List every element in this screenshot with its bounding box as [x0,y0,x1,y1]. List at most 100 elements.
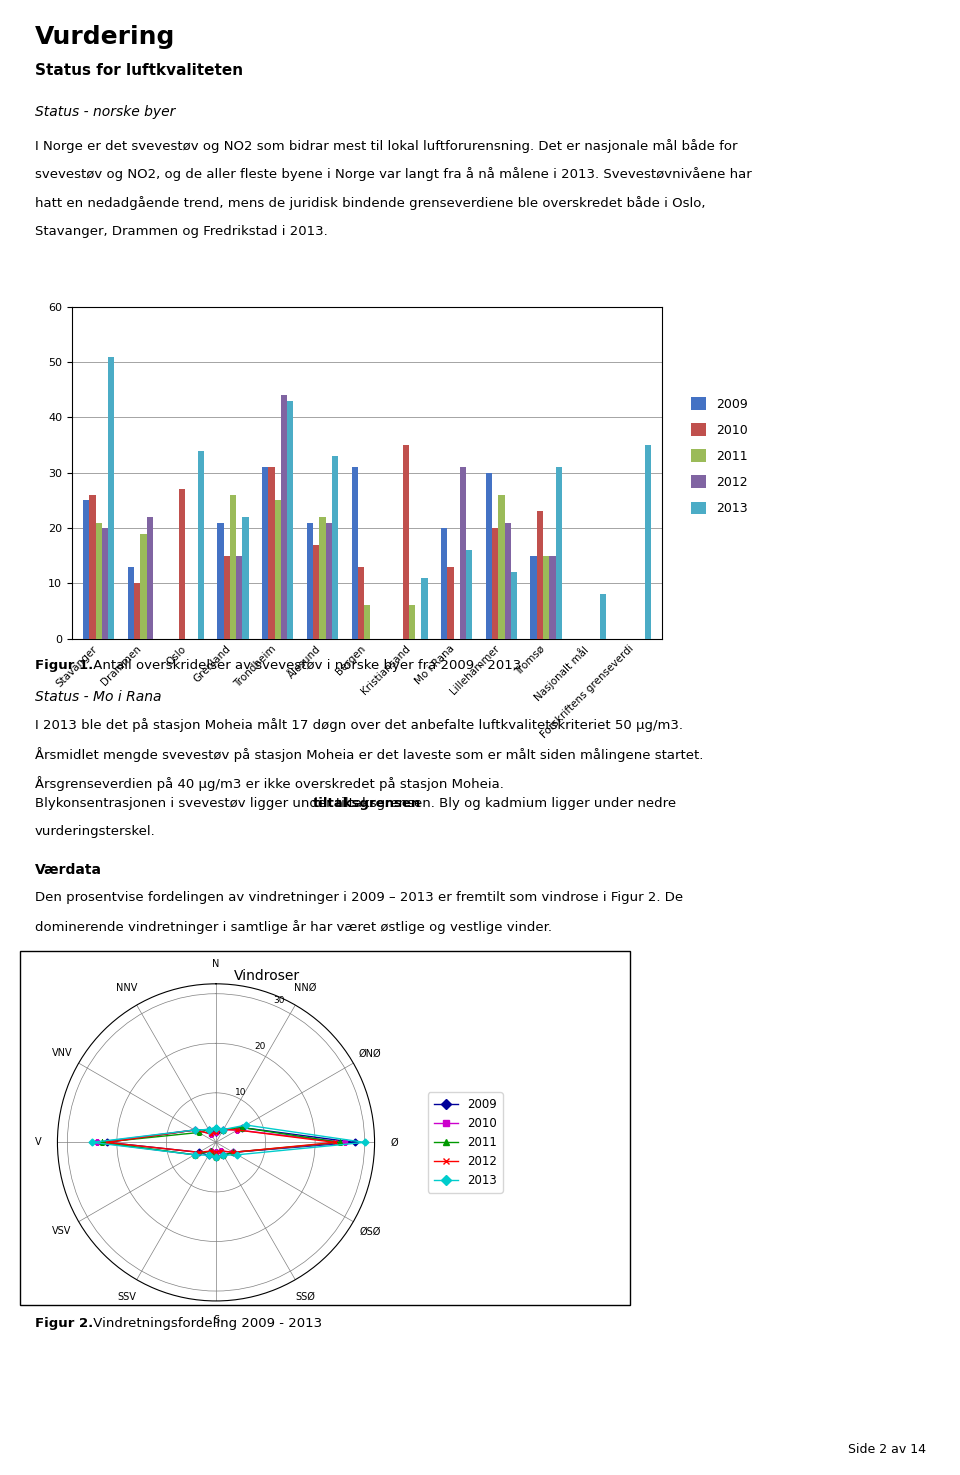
2013 [189,1121,201,1139]
Bar [556,468,562,639]
2012 [205,1142,217,1159]
2013 [189,1146,201,1164]
2012 [210,1124,222,1142]
Bar [549,556,556,639]
2011 [334,1133,346,1150]
Bar [364,605,371,639]
2009 [193,1143,204,1161]
2011 [193,1124,204,1142]
Text: dominerende vindretninger i samtlige år har været østlige og vestlige vinder.: dominerende vindretninger i samtlige år … [35,920,552,934]
Text: vurderingsterskel.: vurderingsterskel. [35,826,156,838]
2010 [218,1121,229,1139]
Text: Antall overskridelser av svevestøv i norske byer fra 2009 - 2013: Antall overskridelser av svevestøv i nor… [89,659,521,673]
2009 [210,1124,222,1142]
Bar [198,451,204,639]
2011 [218,1121,229,1139]
Legend: 2009, 2010, 2011, 2012, 2013: 2009, 2010, 2011, 2012, 2013 [686,392,753,521]
2010 [339,1133,350,1150]
Bar [262,468,269,639]
Bar [179,490,185,639]
Text: Status for luftkvaliteten: Status for luftkvaliteten [35,63,243,78]
Bar [320,518,325,639]
2013 [86,1133,98,1150]
Bar [102,528,108,639]
2010 [210,1143,222,1161]
Bar [537,512,543,639]
Text: tiltaksgrensen: tiltaksgrensen [313,796,421,810]
Text: Den prosentvise fordelingen av vindretninger i 2009 – 2013 er fremtilt som vindr: Den prosentvise fordelingen av vindretni… [35,891,683,904]
2009 [228,1143,239,1161]
Bar [421,578,427,639]
2011 [189,1146,201,1164]
2009 [349,1133,361,1150]
Bar [486,473,492,639]
Bar [358,566,364,639]
2010 [205,1142,217,1159]
2010 [205,1125,217,1143]
2012 [205,1125,217,1143]
Text: Værdata: Værdata [35,863,102,876]
Bar [645,445,651,639]
Text: I 2013 ble det på stasjon Moheia målt 17 døgn over det anbefalte luftkvalitetskr: I 2013 ble det på stasjon Moheia målt 17… [35,718,683,732]
2009 [210,1149,222,1167]
Bar [492,528,498,639]
2012 [218,1121,229,1139]
Bar [511,572,517,639]
2010 [210,1124,222,1142]
Bar [224,556,229,639]
Bar [108,357,114,639]
2013 [240,1117,252,1134]
Text: Figur 2.: Figur 2. [35,1317,93,1330]
Bar [460,468,466,639]
2009 [210,1124,222,1142]
2010 [215,1142,227,1159]
Text: Vurdering: Vurdering [35,25,175,49]
2009 [101,1133,112,1150]
2011 [210,1118,222,1136]
2010 [91,1133,103,1150]
Line: 2013: 2013 [89,1122,367,1159]
Bar [134,583,140,639]
2009 [203,1121,214,1139]
2011 [228,1143,239,1161]
Bar [128,566,134,639]
Bar [275,500,281,639]
Line: 2009: 2009 [105,1125,357,1159]
Bar [307,522,313,639]
Text: Blykonsentrasjonen i svevestøv ligger under tiltaksgrensen. Bly og kadmium ligge: Blykonsentrasjonen i svevestøv ligger un… [35,796,676,810]
Text: Stavanger, Drammen og Fredrikstad i 2013.: Stavanger, Drammen og Fredrikstad i 2013… [35,224,327,237]
Bar [505,522,511,639]
Bar [96,522,102,639]
Bar [281,395,287,639]
2013 [210,1118,222,1136]
2013 [203,1146,214,1164]
2012 [329,1133,341,1150]
2010 [189,1146,201,1164]
2012 [101,1133,112,1150]
2012 [231,1121,243,1139]
Bar [409,605,415,639]
2011 [210,1118,222,1136]
Text: Vindretningsfordeling 2009 - 2013: Vindretningsfordeling 2009 - 2013 [89,1317,323,1330]
Bar [332,456,338,639]
Legend: 2009, 2010, 2011, 2012, 2013: 2009, 2010, 2011, 2012, 2013 [428,1092,503,1193]
2009 [189,1121,201,1139]
Text: svevestøv og NO2, og de aller fleste byene i Norge var langt fra å nå målene i 2: svevestøv og NO2, og de aller fleste bye… [35,167,752,181]
Bar [402,445,409,639]
Bar [147,518,153,639]
Line: 2012: 2012 [105,1127,337,1155]
2013 [218,1146,229,1164]
2012 [215,1142,227,1159]
2011 [205,1142,217,1159]
2012 [210,1124,222,1142]
Bar [441,528,447,639]
2011 [210,1149,222,1167]
Bar [498,496,505,639]
2013 [203,1121,214,1139]
Bar [325,522,332,639]
Bar [217,522,224,639]
Bar [531,556,537,639]
2009 [236,1118,248,1136]
2013 [210,1118,222,1136]
2013 [210,1149,222,1167]
